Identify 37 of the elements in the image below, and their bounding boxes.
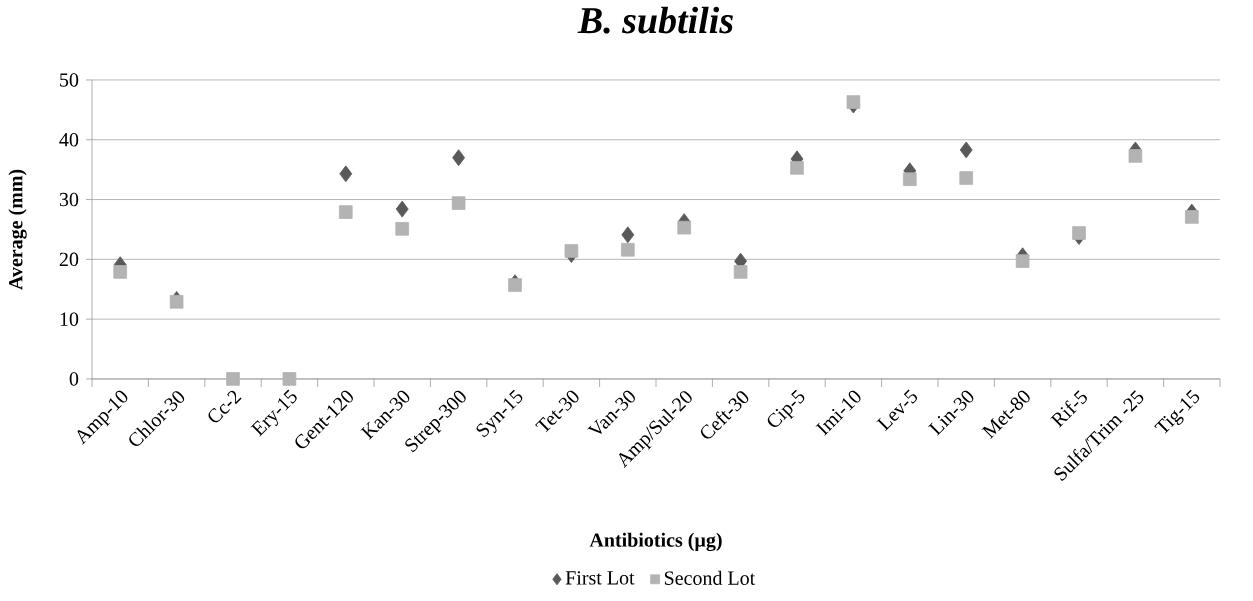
point [339, 165, 353, 183]
point [339, 205, 353, 219]
x-tick-label: Cc-2 [208, 390, 242, 423]
point [677, 220, 691, 235]
point [846, 95, 861, 109]
point [1072, 226, 1086, 240]
point [903, 172, 917, 187]
point [169, 295, 184, 309]
y-tick-label: 50 [60, 73, 79, 87]
legend-label: First Lot [565, 571, 635, 585]
point [621, 226, 635, 244]
point [395, 222, 410, 236]
point [452, 149, 465, 167]
point [959, 171, 974, 185]
y-axis-title: Average (mm) [8, 169, 27, 290]
point [790, 161, 804, 175]
point [564, 244, 579, 258]
point [226, 372, 240, 386]
point [395, 200, 409, 218]
point [1015, 254, 1030, 268]
point [1128, 149, 1143, 163]
point [621, 243, 635, 257]
y-tick-label: 10 [60, 312, 79, 326]
y-tick-label: 0 [69, 372, 79, 386]
legend-label: Second Lot [664, 570, 756, 585]
point [733, 265, 748, 279]
y-tick-label: 20 [59, 252, 79, 267]
point [282, 372, 297, 386]
chart-title: B. subtilis [577, 6, 733, 34]
y-tick-label: 40 [59, 133, 79, 147]
y-tick-label: 30 [59, 192, 79, 207]
point [959, 141, 973, 159]
point [451, 196, 466, 210]
point [1185, 210, 1199, 224]
point [113, 265, 127, 279]
point [508, 278, 522, 292]
x-axis-title: Antibiotics (µg) [589, 532, 722, 552]
